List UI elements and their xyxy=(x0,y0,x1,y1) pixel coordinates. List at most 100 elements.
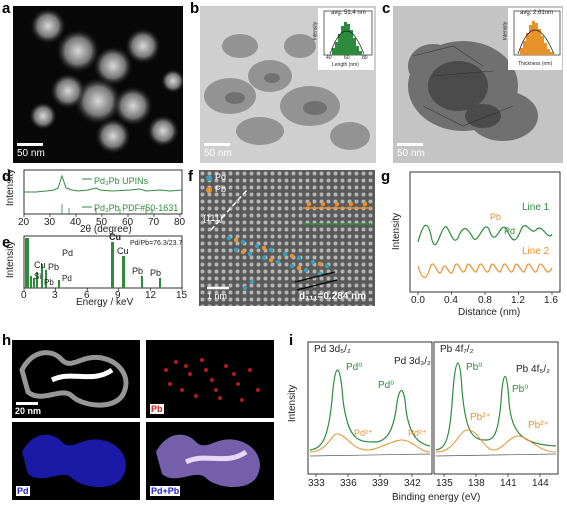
x-axis-label: Binding energy (eV) xyxy=(392,492,481,503)
scale-bar xyxy=(204,143,230,146)
legend-upins: Pd₃Pb UPINs xyxy=(94,176,149,186)
pb-4f52-title: Pb 4f₅/₂ xyxy=(516,364,551,375)
x-tick: 0.4 xyxy=(444,295,458,306)
x-tick: 9 xyxy=(115,290,121,301)
scale-label: 50 nm xyxy=(204,148,232,159)
pd-map: Pd xyxy=(12,422,140,500)
x-tick: 0 xyxy=(21,290,27,301)
x-tick: 135 xyxy=(436,478,453,489)
ratio-label: Pd/Pb=76.3/23.7 xyxy=(130,240,183,247)
d-spacing-label: d₁₁₁=0.284 nm xyxy=(299,291,367,302)
x-tick: 1.2 xyxy=(511,295,525,306)
inset-ylabel: Intensity xyxy=(312,21,319,41)
xrd-plot: Intensity Pd₃Pb UPINs Pd₃Pb PDF#50-1631 … xyxy=(0,168,195,235)
x-tick: 20 xyxy=(18,217,30,228)
tem-image-a: 50 nm xyxy=(13,6,183,163)
peak-label: Pd xyxy=(62,248,74,258)
x-tick: 333 xyxy=(308,478,325,489)
inset-tick: 60 xyxy=(344,55,350,61)
x-tick: 144 xyxy=(532,478,549,489)
panel-label-b: b xyxy=(190,0,200,17)
x-tick: 141 xyxy=(500,478,517,489)
inset-tick: 40 xyxy=(326,55,332,61)
x-tick: 0.8 xyxy=(478,295,492,306)
pd-label: Pd xyxy=(504,226,516,236)
scale-label: 50 nm xyxy=(397,148,425,159)
scale-bar xyxy=(16,402,38,405)
pd-3d52-title: Pd 3d₅/₂ xyxy=(314,344,351,355)
x-axis-label: Distance (nm) xyxy=(458,307,521,318)
pb-map: Pb xyxy=(146,340,274,418)
legend-pd: Pd xyxy=(215,172,227,182)
xps-plot: Intensity Pd 3d₅/₂ Pd 3d₃/₂ Pd⁰ Pd⁰ Pd²⁺… xyxy=(287,340,566,506)
pd2-label: Pd²⁺ xyxy=(408,428,427,438)
pdpb-overlay-map: Pd+Pb xyxy=(146,422,274,500)
pdpb-label-text: Pd+Pb xyxy=(151,486,180,496)
x-tick: 80 xyxy=(174,217,186,228)
pd2-label: Pd²⁺ xyxy=(354,428,373,438)
x-tick: 6 xyxy=(84,290,90,301)
legend-pdf: Pd₃Pb PDF#50-1631 xyxy=(94,203,179,213)
inset-xlabel: Thickness (nm) xyxy=(518,61,553,67)
peak-label: Cu xyxy=(34,260,46,270)
pb-label: Pb xyxy=(490,212,502,222)
y-axis-label: Intensity xyxy=(5,168,17,207)
scale-label: 50 nm xyxy=(17,148,45,159)
x-tick: 50 xyxy=(96,217,108,228)
pd0-label: Pd⁰ xyxy=(346,362,363,373)
inset-xlabel: Length (nm) xyxy=(332,62,359,68)
eds-plot: Intensity Pd/Pb=76.3/23.7 Pd Cu Si Pb Pb… xyxy=(0,232,195,306)
scale-bar xyxy=(17,143,43,146)
pdpb-map-label: Pd+Pb xyxy=(150,486,181,496)
x-tick: 1.6 xyxy=(544,295,558,306)
peak-label: Pd xyxy=(62,274,72,283)
line1-label: Line 1 xyxy=(522,202,550,213)
scale-label: 20 nm xyxy=(15,406,42,416)
x-axis-label: 2θ (degree) xyxy=(80,224,132,235)
x-tick: 40 xyxy=(70,217,82,228)
peak-label: Si xyxy=(34,272,42,281)
x-tick: 342 xyxy=(404,478,421,489)
pb2-label: Pb²⁺ xyxy=(528,420,549,431)
scale-bar xyxy=(397,143,423,146)
panel-label-e: e xyxy=(2,234,11,251)
line2-label: Line 2 xyxy=(522,246,550,257)
panel-label-f: f xyxy=(188,168,193,185)
pb0-label: Pb⁰ xyxy=(512,384,529,395)
x-tick: 60 xyxy=(122,217,134,228)
peak-label: Pb xyxy=(132,266,144,276)
peak-label: Cu xyxy=(109,232,121,242)
panel-label-h: h xyxy=(2,332,12,349)
panel-label-g: g xyxy=(381,168,391,185)
peak-label: Pb xyxy=(48,262,60,272)
plane-label: {111} xyxy=(203,213,223,223)
panel-label-d: d xyxy=(2,168,12,185)
y-axis-label: Intensity xyxy=(391,212,403,251)
pb-map-label: Pb xyxy=(150,404,164,414)
nanoparticle-cluster xyxy=(29,8,183,154)
hrtem-image-f: Pd Pb {111} 1 nm d₁₁₁=0.284 nm xyxy=(199,170,375,306)
x-tick: 3 xyxy=(52,290,58,301)
haadf-image: 20 nm xyxy=(12,340,140,418)
pb2-label: Pb²⁺ xyxy=(470,412,491,423)
x-axis-label: Energy / keV xyxy=(76,297,134,308)
x-tick: 12 xyxy=(145,290,157,301)
pb-4f72-title: Pb 4f₇/₂ xyxy=(440,344,474,355)
panel-label-c: c xyxy=(382,0,391,17)
x-tick: 138 xyxy=(468,478,485,489)
peak-label: Pb xyxy=(150,268,162,278)
x-tick: 339 xyxy=(372,478,389,489)
x-tick: 336 xyxy=(340,478,357,489)
pb0-label: Pb⁰ xyxy=(466,362,483,373)
pd-map-label: Pd xyxy=(16,486,30,496)
inset-avg-label: avg. 2.61nm xyxy=(520,10,554,16)
x-tick: 15 xyxy=(176,290,188,301)
panel-label-a: a xyxy=(2,0,11,17)
x-tick: 30 xyxy=(44,217,56,228)
x-tick: 0.0 xyxy=(411,295,425,306)
y-axis-label: Intensity xyxy=(287,384,299,423)
pd0-label: Pd⁰ xyxy=(378,380,395,391)
line-profile-plot: Intensity Line 1 Pb Pd Line 2 0.0 0.4 0.… xyxy=(391,170,564,320)
x-tick: 70 xyxy=(148,217,160,228)
atomic-lattice xyxy=(199,170,375,306)
